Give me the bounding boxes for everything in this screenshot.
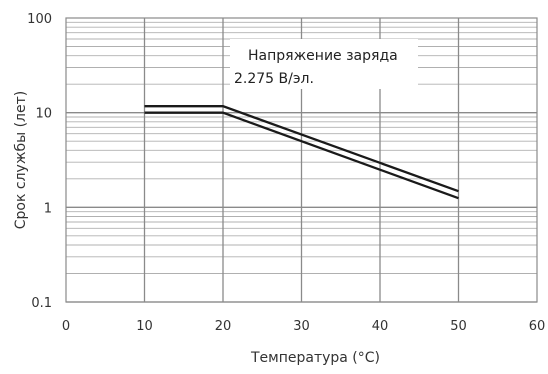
x-tick-label: 50 [450, 319, 467, 334]
series-line-1 [144, 105, 459, 193]
x-tick-label: 60 [529, 319, 546, 334]
x-tick-label: 10 [136, 319, 153, 334]
x-tick-label: 0 [62, 319, 70, 334]
y-tick-label: 0.1 [31, 296, 52, 311]
series-layer [144, 105, 459, 200]
x-tick-labels: 0 10 20 30 40 50 60 [62, 319, 545, 334]
y-tick-label: 100 [27, 12, 52, 27]
x-axis-title: Температура (°C) [250, 350, 380, 366]
x-tick-label: 30 [293, 319, 310, 334]
y-tick-label: 1 [44, 201, 52, 216]
x-tick-label: 20 [215, 319, 232, 334]
x-tick-label: 40 [372, 319, 389, 334]
plot-frame [65, 17, 538, 303]
annotation-line-1: Напряжение заряда [248, 48, 398, 64]
series-line-2 [144, 111, 459, 200]
y-axis-title: Срок службы (лет) [13, 91, 29, 229]
y-tick-label: 10 [35, 107, 52, 122]
annotation-line-2: 2.275 В/эл. [234, 71, 314, 87]
annotation-box: Напряжение заряда 2.275 В/эл. [230, 39, 418, 89]
y-tick-labels: 0.1 1 10 100 [27, 12, 52, 311]
annotation-background [230, 39, 418, 89]
